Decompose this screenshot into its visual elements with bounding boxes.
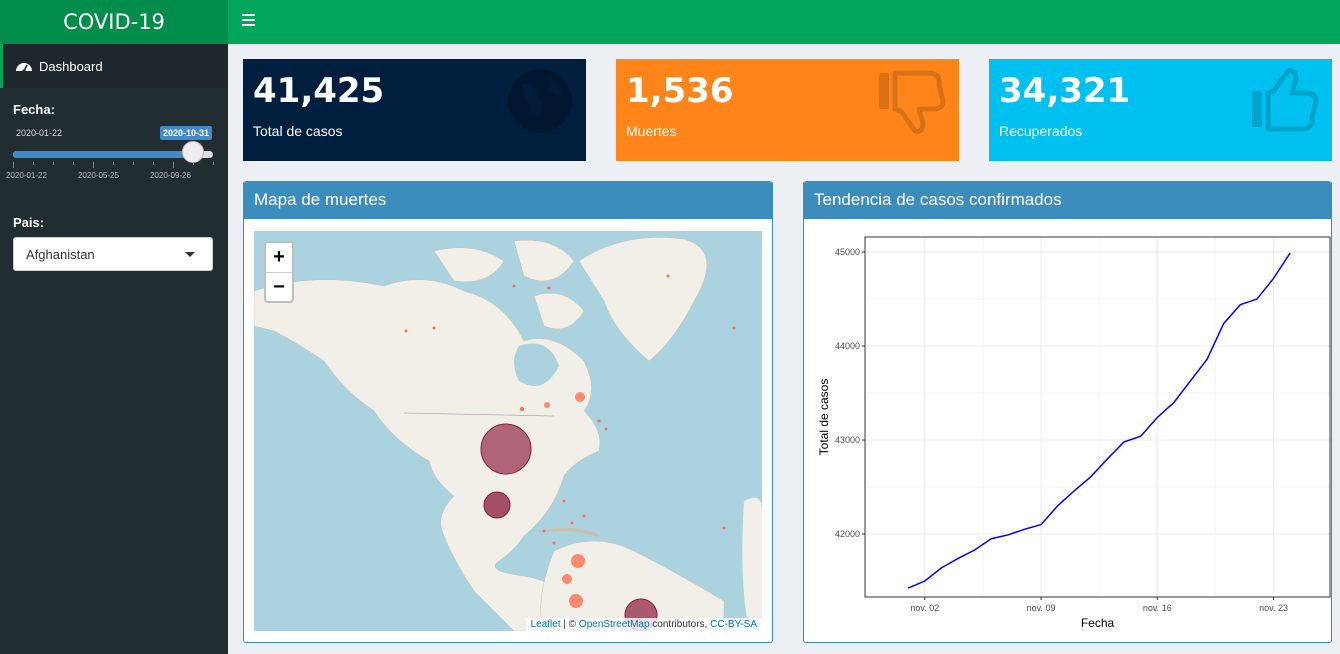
slider-tick (133, 162, 134, 165)
slider-tick (113, 162, 114, 165)
deaths-map[interactable]: + − Leaflet | © OpenStreetMap contributo… (254, 231, 762, 631)
date-slider-track[interactable] (13, 151, 213, 158)
y-axis-label: Total de casos (817, 379, 831, 456)
y-tick-label: 42000 (835, 529, 860, 539)
trend-box-title: Tendencia de casos confirmados (804, 181, 1331, 219)
y-tick-label: 45000 (835, 247, 860, 257)
trend-chart: 42000 43000 44000 45000 nov. 02 nov. 09 nov. 1… (817, 236, 1331, 630)
date-filter-label: Fecha: (13, 102, 55, 117)
date-slider-handle[interactable] (182, 141, 204, 163)
value-box-value: 1,536 (626, 71, 734, 111)
map-box-title: Mapa de muertes (244, 181, 772, 219)
slider-tick (73, 162, 74, 165)
caret-down-icon (185, 252, 195, 257)
value-box-value: 41,425 (253, 71, 385, 111)
osm-link[interactable]: OpenStreetMap (578, 619, 650, 630)
date-slider-value: 2020-10-31 (160, 126, 213, 140)
globe-icon (508, 69, 572, 133)
header-bar: COVID-19 (0, 0, 1340, 44)
attribution-contrib: contributors, (649, 619, 711, 630)
slider-tick (193, 162, 194, 165)
date-tick-label: 2020-05-25 (78, 171, 119, 180)
sidebar: Dashboard Fecha: 2020-01-22 2020-10-31 2… (0, 44, 228, 654)
value-box-subtitle: Recuperados (999, 123, 1083, 139)
x-tick-label: nov. 09 (1027, 603, 1056, 613)
trend-box: Tendencia de casos confirmados 42000 4300… (803, 181, 1332, 643)
leaflet-link[interactable]: Leaflet (530, 619, 561, 630)
attribution-sep: | © (560, 619, 579, 630)
value-box-deaths: 1,536 Muertes (616, 59, 959, 161)
map-tiles (254, 237, 762, 631)
slider-tick (13, 162, 14, 168)
zoom-in-button[interactable]: + (266, 243, 292, 273)
slider-tick (213, 162, 214, 165)
date-slider-min: 2020-01-22 (16, 128, 63, 138)
slider-tick (53, 162, 54, 165)
date-slider-ticks (13, 162, 214, 170)
map-box: Mapa de muertes (243, 181, 773, 643)
value-box-value: 34,321 (999, 71, 1131, 111)
value-box-subtitle: Total de casos (253, 123, 343, 139)
y-tick-label: 43000 (835, 435, 860, 445)
value-box-recovered: 34,321 Recuperados (989, 59, 1332, 161)
zoom-out-button[interactable]: − (273, 276, 285, 298)
sidebar-item-label: Dashboard (39, 58, 103, 74)
map-attribution: Leaflet | © OpenStreetMap contributors, … (525, 618, 762, 631)
dashboard-icon (16, 63, 32, 73)
x-tick-label: nov. 16 (1143, 603, 1172, 613)
sidebar-toggle-icon[interactable] (242, 12, 256, 26)
app-title: COVID-19 (0, 0, 228, 44)
date-slider-fill (13, 151, 193, 158)
slider-tick (33, 162, 34, 165)
thumbs-up-icon (1252, 68, 1319, 132)
value-box-subtitle: Muertes (626, 123, 677, 139)
slider-tick (153, 162, 154, 165)
country-select[interactable]: Afghanistan (13, 237, 213, 271)
date-tick-label: 2020-09-26 (150, 171, 191, 180)
slider-tick (93, 162, 94, 168)
slider-tick (173, 162, 174, 168)
plot-area (865, 237, 1330, 597)
x-tick-label: nov. 23 (1259, 603, 1288, 613)
plot-border (864, 236, 1331, 598)
map-zoom-control: + − (264, 241, 294, 303)
x-tick-label: nov. 02 (910, 603, 939, 613)
country-filter-label: Pais: (13, 215, 45, 230)
value-box-total-cases: 41,425 Total de casos (243, 59, 586, 161)
x-axis-label: Fecha (1081, 616, 1115, 630)
license-link[interactable]: CC-BY-SA (710, 619, 757, 630)
y-tick-label: 44000 (835, 341, 860, 351)
country-select-value: Afghanistan (26, 246, 95, 262)
thumbs-down-icon (879, 70, 946, 134)
sidebar-item-dashboard[interactable]: Dashboard (0, 44, 228, 88)
series-line (907, 252, 1291, 589)
date-tick-label: 2020-01-22 (6, 171, 47, 180)
